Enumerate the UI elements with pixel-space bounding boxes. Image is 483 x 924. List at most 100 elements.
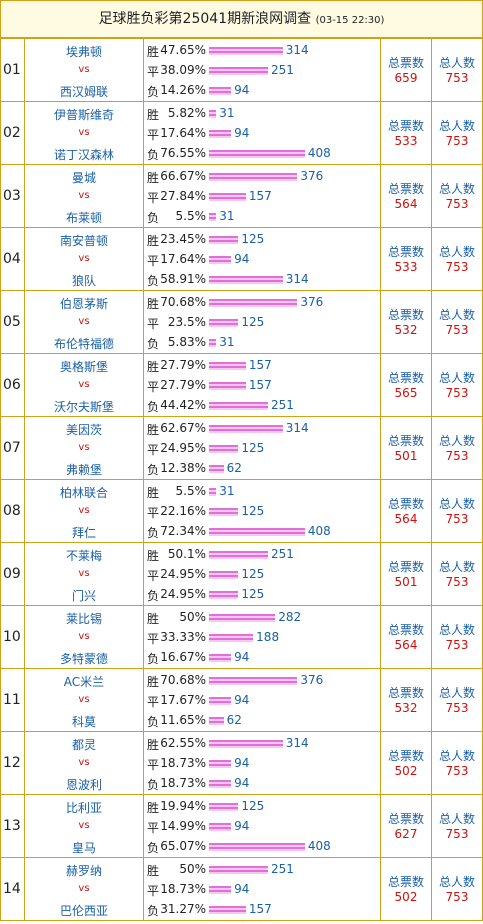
outcome-label: 平 [147, 254, 160, 268]
away-team: 弗赖堡 [65, 463, 102, 477]
total-people-label: 总人数 [438, 182, 475, 196]
bar [209, 130, 232, 138]
percentage: 18.73% [160, 776, 206, 790]
vs-label: vs [78, 820, 90, 831]
count: 251 [270, 862, 294, 876]
percentage: 47.65% [160, 43, 206, 57]
percentage: 5.5% [175, 209, 207, 223]
count: 94 [234, 882, 250, 896]
outcome-label: 负 [147, 148, 160, 162]
total-people: 753 [445, 197, 469, 211]
bar [209, 528, 305, 536]
row-id: 05 [3, 314, 21, 330]
total-votes-label: 总票数 [387, 497, 424, 511]
count: 125 [241, 232, 265, 246]
percentage: 16.67% [160, 650, 206, 664]
total-votes-label: 总票数 [387, 119, 424, 133]
percentage: 72.34% [160, 524, 206, 538]
percentage: 24.95% [160, 441, 206, 455]
count: 94 [234, 819, 250, 833]
percentage: 24.95% [160, 567, 206, 581]
total-people-label: 总人数 [438, 56, 475, 70]
percentage: 70.68% [160, 673, 206, 687]
percentage: 12.38% [160, 461, 206, 475]
percentage: 24.95% [160, 587, 206, 601]
count: 157 [248, 902, 272, 916]
outcome-label: 负 [147, 715, 160, 729]
count: 408 [307, 839, 331, 853]
total-people-label: 总人数 [438, 434, 475, 448]
away-team: 诺丁汉森林 [53, 148, 114, 162]
percentage: 17.67% [160, 693, 206, 707]
outcome-label: 胜 [147, 108, 160, 122]
total-votes-label: 总票数 [387, 308, 424, 322]
total-votes: 627 [394, 827, 418, 841]
percentage: 19.94% [160, 799, 206, 813]
total-votes-label: 总票数 [387, 182, 424, 196]
vs-label: vs [78, 505, 90, 516]
row-id: 11 [3, 692, 21, 708]
away-team: 巴伦西亚 [59, 904, 108, 918]
count: 125 [241, 315, 265, 329]
total-votes: 501 [394, 575, 418, 589]
count: 94 [234, 650, 250, 664]
count: 408 [307, 146, 331, 160]
total-people: 753 [445, 449, 469, 463]
row-id: 13 [3, 818, 21, 834]
vs-label: vs [78, 568, 90, 579]
home-team: AC米兰 [63, 675, 105, 689]
total-votes: 564 [394, 197, 418, 211]
total-people-label: 总人数 [438, 623, 475, 637]
total-votes: 532 [394, 701, 418, 715]
percentage: 22.16% [160, 504, 206, 518]
outcome-label: 胜 [147, 234, 160, 248]
count: 125 [241, 587, 265, 601]
total-votes-label: 总票数 [387, 875, 424, 889]
outcome-label: 胜 [147, 45, 160, 59]
bar [209, 299, 298, 307]
total-votes: 565 [394, 386, 418, 400]
home-team: 柏林联合 [59, 486, 108, 500]
outcome-label: 胜 [147, 675, 160, 689]
outcome-label: 胜 [147, 297, 160, 311]
outcome-label: 平 [147, 632, 160, 646]
away-team: 门兴 [71, 589, 96, 603]
bar [209, 843, 305, 851]
percentage: 50% [179, 862, 206, 876]
percentage: 33.33% [160, 630, 206, 644]
total-votes-label: 总票数 [387, 56, 424, 70]
away-team: 沃尔夫斯堡 [53, 400, 114, 414]
bar [209, 634, 254, 642]
count: 31 [219, 335, 235, 349]
total-votes-label: 总票数 [387, 245, 424, 259]
outcome-label: 负 [147, 904, 160, 918]
percentage: 5.82% [167, 106, 206, 120]
count: 31 [219, 209, 235, 223]
bar [209, 677, 298, 685]
bar [209, 803, 239, 811]
outcome-label: 负 [147, 85, 160, 99]
total-people-label: 总人数 [438, 875, 475, 889]
outcome-label: 胜 [147, 612, 160, 626]
outcome-label: 负 [147, 526, 160, 540]
percentage: 65.07% [160, 839, 206, 853]
total-people-label: 总人数 [438, 497, 475, 511]
percentage: 27.84% [160, 189, 206, 203]
count: 94 [234, 252, 250, 266]
outcome-label: 平 [147, 191, 160, 205]
percentage: 76.55% [160, 146, 206, 160]
outcome-label: 负 [147, 652, 160, 666]
total-people-label: 总人数 [438, 245, 475, 259]
outcome-label: 平 [147, 65, 160, 79]
vs-label: vs [78, 253, 90, 264]
bar [209, 866, 268, 874]
bar [209, 339, 217, 347]
away-team: 拜仁 [71, 526, 96, 540]
home-team: 赫罗纳 [65, 864, 102, 878]
outcome-label: 平 [147, 884, 160, 898]
bar [209, 886, 232, 894]
count: 125 [241, 441, 265, 455]
percentage: 62.55% [160, 736, 206, 750]
percentage: 11.65% [160, 713, 206, 727]
row-id: 08 [3, 503, 21, 519]
